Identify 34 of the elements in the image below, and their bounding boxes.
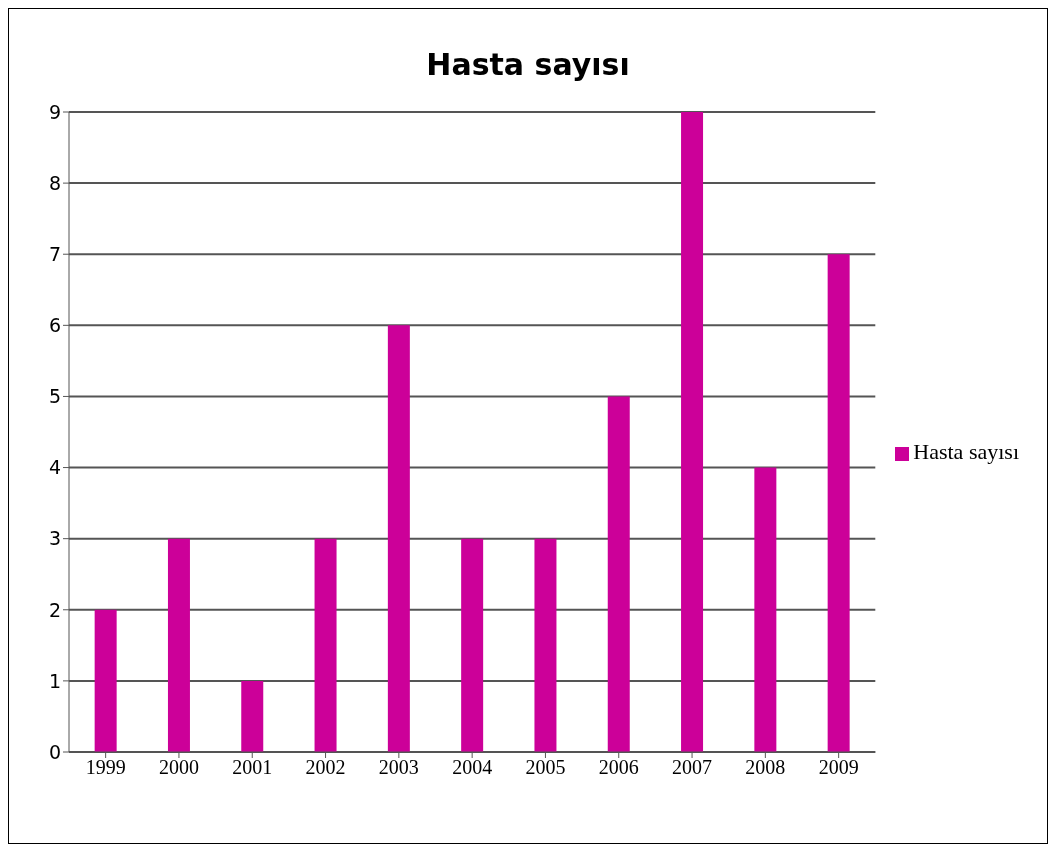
chart-title: Hasta sayısı: [425, 47, 631, 82]
bar: [387, 325, 410, 752]
bar: [827, 254, 850, 752]
y-tick-label: 8: [48, 171, 61, 194]
y-tick-label: 9: [48, 100, 61, 123]
legend-label: Hasta sayısı: [913, 439, 1019, 464]
x-tick-label: 2005: [525, 756, 566, 779]
x-tick-label: 2001: [232, 756, 273, 779]
bar: [681, 112, 704, 752]
x-tick-label: 2007: [672, 756, 713, 779]
x-tick-label: 2006: [598, 756, 639, 779]
y-tick-label: 3: [48, 527, 61, 550]
x-tick-label: 2000: [158, 756, 199, 779]
x-tick-label: 2004: [452, 756, 493, 779]
bar: [94, 609, 117, 752]
bar: [534, 538, 557, 752]
y-tick-label: 4: [48, 456, 61, 479]
bar: [754, 467, 777, 752]
x-tick-label: 2008: [745, 756, 786, 779]
y-tick-label: 0: [48, 740, 61, 763]
bar: [314, 538, 337, 752]
x-tick-label: 2003: [378, 756, 419, 779]
y-tick-label: 6: [48, 314, 61, 337]
bar: [241, 680, 264, 752]
y-tick-label: 1: [48, 669, 61, 692]
bar: [607, 396, 630, 752]
bar: [167, 538, 190, 752]
y-tick-label: 2: [48, 598, 61, 621]
x-tick-label: 2009: [818, 756, 859, 779]
bar: [461, 538, 484, 752]
x-tick-label: 2002: [305, 756, 346, 779]
x-tick-label: 1999: [85, 756, 126, 779]
y-tick-label: 5: [48, 385, 61, 408]
y-tick-label: 7: [48, 242, 61, 265]
